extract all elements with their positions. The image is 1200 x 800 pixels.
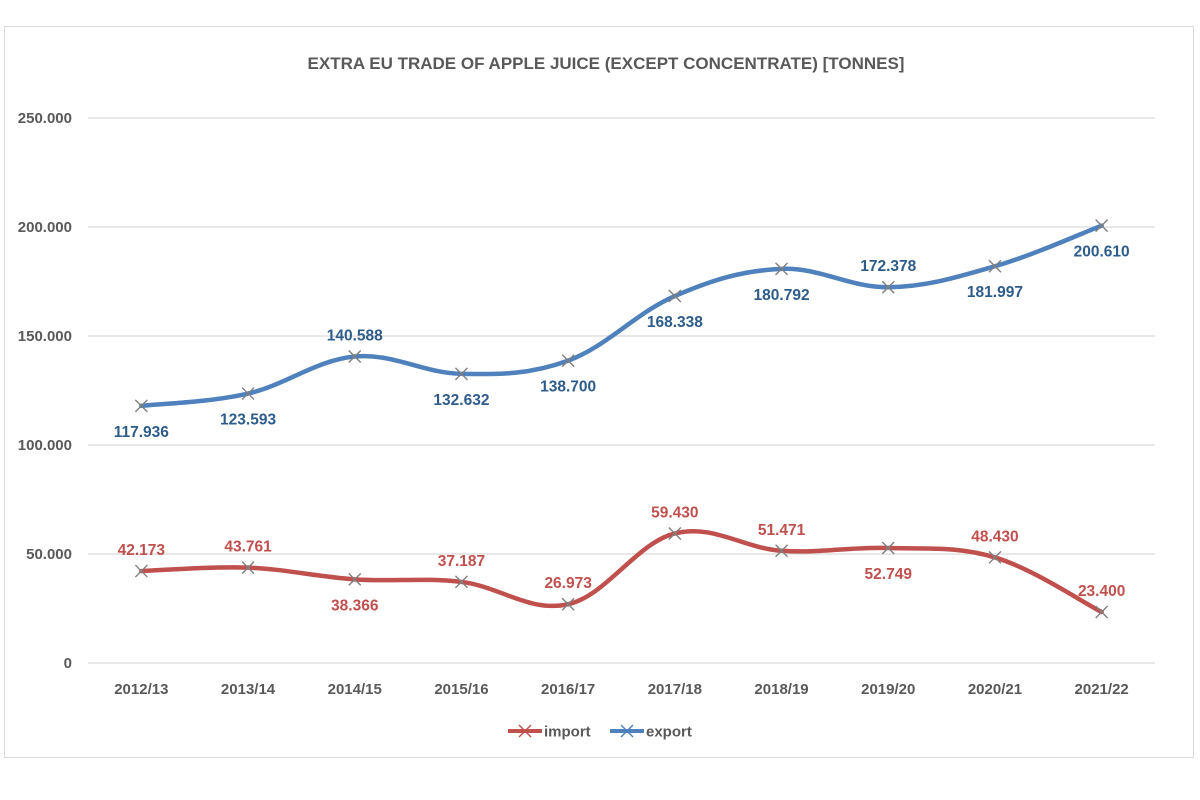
export-data-label: 168.338 <box>647 314 703 331</box>
export-data-label: 180.792 <box>754 287 810 304</box>
series-group <box>134 219 1109 619</box>
import-point-marker <box>988 550 1002 564</box>
y-tick-label: 100.000 <box>18 437 72 454</box>
import-data-label: 26.973 <box>544 575 592 592</box>
x-tick-label: 2016/17 <box>541 681 595 698</box>
import-data-label: 48.430 <box>971 528 1018 545</box>
x-tick-label: 2019/20 <box>861 681 915 698</box>
y-axis-ticks: 0 50.000 100.000 150.000 200.000 250.000 <box>18 110 72 672</box>
export-data-label: 132.632 <box>433 392 489 409</box>
import-data-label: 42.173 <box>118 542 166 559</box>
x-tick-label: 2017/18 <box>648 681 702 698</box>
export-point-marker <box>134 399 148 413</box>
export-data-label: 140.588 <box>327 328 383 345</box>
x-tick-label: 2020/21 <box>968 681 1022 698</box>
import-point-marker <box>454 575 468 589</box>
x-tick-label: 2015/16 <box>434 681 488 698</box>
import-data-label: 38.366 <box>331 597 379 614</box>
export-point-marker <box>775 262 789 276</box>
data-labels: 42.173 43.761 38.366 37.187 26.973 59.430 51.4… <box>114 244 1130 615</box>
import-point-marker <box>134 564 148 578</box>
x-axis-ticks: 2012/13 2013/14 2014/15 2015/16 2016/17 2017/… <box>114 681 1129 698</box>
import-data-label: 51.471 <box>758 522 806 539</box>
export-point-marker <box>881 280 895 294</box>
y-tick-label: 150.000 <box>18 328 72 345</box>
import-point-marker <box>348 572 362 586</box>
chart-title: EXTRA EU TRADE OF APPLE JUICE (EXCEPT CO… <box>308 54 905 73</box>
y-tick-label: 200.000 <box>18 219 72 236</box>
import-line <box>139 528 1104 615</box>
export-point-marker <box>348 350 362 364</box>
legend-marker-icon <box>518 724 532 738</box>
export-point-marker <box>988 259 1002 273</box>
export-data-label: 117.936 <box>114 424 170 441</box>
x-tick-label: 2021/22 <box>1075 681 1129 698</box>
y-tick-label: 50.000 <box>26 546 72 563</box>
legend-marker-icon <box>620 724 634 738</box>
x-tick-label: 2012/13 <box>114 681 168 698</box>
import-data-label: 23.400 <box>1078 583 1125 600</box>
export-point-marker <box>1095 219 1109 233</box>
export-data-label: 172.378 <box>860 258 916 275</box>
export-point-marker <box>241 387 255 401</box>
export-data-label: 123.593 <box>220 412 276 429</box>
export-point-marker <box>454 367 468 381</box>
y-tick-label: 250.000 <box>18 110 72 127</box>
import-point-marker <box>241 561 255 575</box>
export-point-marker <box>561 354 575 368</box>
y-tick-label: 0 <box>64 655 72 672</box>
x-tick-label: 2013/14 <box>221 681 276 698</box>
import-data-label: 52.749 <box>865 566 913 583</box>
import-data-label: 59.430 <box>651 504 698 521</box>
export-data-label: 181.997 <box>967 284 1023 301</box>
import-data-label: 37.187 <box>438 553 485 570</box>
legend-item-export[interactable]: export <box>610 724 692 741</box>
import-data-label: 43.761 <box>224 539 272 556</box>
import-point-marker <box>1095 605 1109 619</box>
import-point-marker <box>775 544 789 558</box>
x-tick-label: 2018/19 <box>754 681 808 698</box>
legend-item-import[interactable]: import <box>508 724 591 741</box>
x-tick-label: 2014/15 <box>328 681 382 698</box>
chart-frame <box>4 26 1194 758</box>
export-point-marker <box>668 289 682 303</box>
import-point-marker <box>561 597 575 611</box>
export-data-label: 138.700 <box>540 379 596 396</box>
export-line <box>139 223 1104 409</box>
import-point-marker <box>881 541 895 555</box>
gridlines <box>88 117 1155 664</box>
export-data-label: 200.610 <box>1074 244 1130 261</box>
legend-label: import <box>544 724 591 741</box>
legend-label: export <box>646 724 692 741</box>
import-point-marker <box>668 526 682 540</box>
legend: import export <box>508 724 692 741</box>
